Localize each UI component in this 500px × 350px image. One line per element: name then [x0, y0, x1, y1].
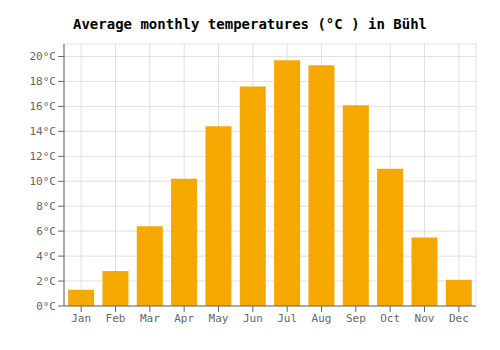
- svg-text:10°C: 10°C: [30, 175, 57, 188]
- svg-text:Sep: Sep: [346, 312, 366, 325]
- svg-text:Mar: Mar: [140, 312, 160, 325]
- svg-text:Dec: Dec: [449, 312, 469, 325]
- svg-text:16°C: 16°C: [30, 100, 57, 113]
- svg-text:Apr: Apr: [174, 312, 194, 325]
- svg-text:20°C: 20°C: [30, 50, 57, 63]
- svg-text:May: May: [209, 312, 229, 325]
- svg-text:6°C: 6°C: [36, 225, 56, 238]
- html-text:Average monthly temperatures (: Average monthly temperatures (°C ) in Bü…: [73, 16, 427, 32]
- svg-text:12°C: 12°C: [30, 150, 57, 163]
- svg-text:14°C: 14°C: [30, 125, 57, 138]
- svg-text:8°C: 8°C: [36, 200, 56, 213]
- svg-text:Jan: Jan: [71, 312, 91, 325]
- svg-text:Jul: Jul: [277, 312, 297, 325]
- svg-text:Aug: Aug: [312, 312, 332, 325]
- svg-text:0°C: 0°C: [36, 300, 56, 313]
- svg-text:18°C: 18°C: [30, 75, 57, 88]
- svg-text:2°C: 2°C: [36, 275, 56, 288]
- svg-text:Jun: Jun: [243, 312, 263, 325]
- svg-text:4°C: 4°C: [36, 250, 56, 263]
- svg-text:Oct: Oct: [380, 312, 400, 325]
- svg-text:Feb: Feb: [106, 312, 126, 325]
- svg-text:Nov: Nov: [415, 312, 435, 325]
